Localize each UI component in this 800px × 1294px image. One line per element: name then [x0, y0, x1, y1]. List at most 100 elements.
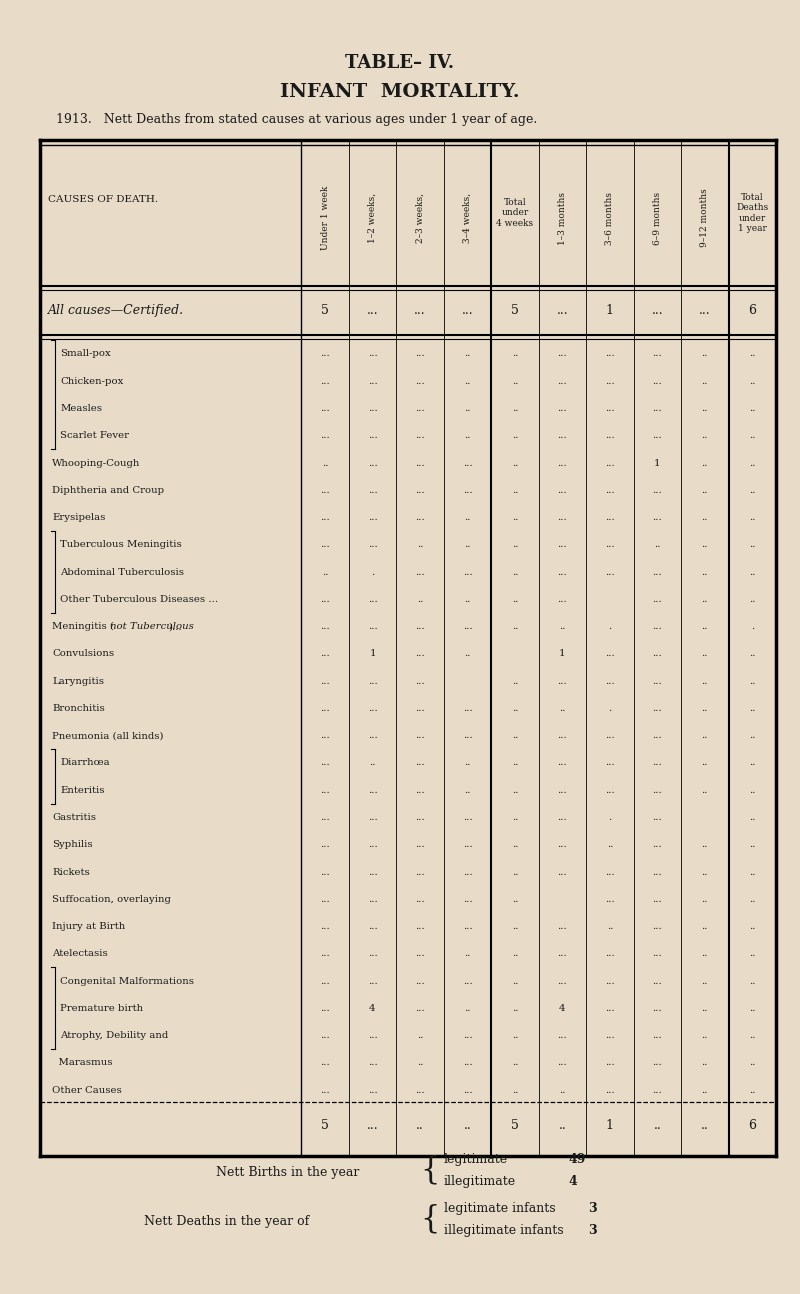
- Text: ...: ...: [320, 650, 330, 659]
- Text: ..: ..: [464, 431, 470, 440]
- Text: ..: ..: [749, 677, 755, 686]
- Text: ...: ...: [462, 1058, 472, 1068]
- Text: ...: ...: [368, 894, 378, 903]
- Text: 2–3 weeks,: 2–3 weeks,: [415, 193, 425, 243]
- Text: ...: ...: [462, 731, 472, 740]
- Text: ..: ..: [606, 840, 613, 849]
- Text: Scarlet Fever: Scarlet Fever: [60, 431, 129, 440]
- Text: ...: ...: [653, 977, 662, 986]
- Text: ...: ...: [558, 512, 567, 521]
- Text: ..: ..: [702, 404, 708, 413]
- Text: {: {: [420, 1154, 439, 1185]
- Text: ..: ..: [512, 568, 518, 577]
- Text: ..: ..: [749, 404, 755, 413]
- Text: ...: ...: [462, 704, 472, 713]
- Text: ..: ..: [749, 840, 755, 849]
- Text: ..: ..: [464, 377, 470, 386]
- Text: Enteritis: Enteritis: [60, 785, 105, 795]
- Text: ..: ..: [702, 541, 708, 550]
- Text: .: .: [608, 813, 611, 822]
- Text: ...: ...: [605, 431, 614, 440]
- Text: ...: ...: [653, 485, 662, 494]
- Text: ...: ...: [415, 568, 425, 577]
- Text: Diphtheria and Croup: Diphtheria and Croup: [52, 485, 164, 494]
- Text: ..: ..: [512, 377, 518, 386]
- Text: ...: ...: [653, 650, 662, 659]
- Text: legitimate: legitimate: [444, 1153, 508, 1166]
- Text: ..: ..: [512, 622, 518, 631]
- Text: ...: ...: [320, 485, 330, 494]
- Text: illegitimate: illegitimate: [444, 1175, 516, 1188]
- Text: ...: ...: [368, 485, 378, 494]
- Text: ..: ..: [559, 622, 566, 631]
- Text: 3–4 weeks,: 3–4 weeks,: [463, 193, 472, 243]
- Text: Injury at Birth: Injury at Birth: [52, 923, 126, 932]
- Text: ..: ..: [512, 704, 518, 713]
- Text: 1: 1: [370, 650, 376, 659]
- Text: 6: 6: [748, 1119, 756, 1132]
- Text: ..: ..: [464, 1004, 470, 1013]
- Text: ..: ..: [512, 349, 518, 358]
- Text: ...: ...: [368, 541, 378, 550]
- Text: ...: ...: [653, 923, 662, 932]
- Text: ..: ..: [702, 349, 708, 358]
- Text: ..: ..: [702, 704, 708, 713]
- Text: ...: ...: [558, 677, 567, 686]
- Text: .: .: [750, 622, 754, 631]
- Text: ...: ...: [653, 431, 662, 440]
- Text: ...: ...: [558, 923, 567, 932]
- Text: ..: ..: [512, 977, 518, 986]
- Text: ...: ...: [320, 950, 330, 959]
- Text: ..: ..: [464, 512, 470, 521]
- Text: ...: ...: [558, 950, 567, 959]
- Text: ..: ..: [749, 1004, 755, 1013]
- Text: 4: 4: [568, 1175, 577, 1188]
- Text: ..: ..: [749, 950, 755, 959]
- Text: ...: ...: [415, 731, 425, 740]
- Text: ..: ..: [512, 1086, 518, 1095]
- Text: ..: ..: [749, 894, 755, 903]
- Text: ..: ..: [749, 1086, 755, 1095]
- Text: ...: ...: [415, 677, 425, 686]
- Text: ...: ...: [415, 785, 425, 795]
- Text: ...: ...: [320, 404, 330, 413]
- Text: 4: 4: [559, 1004, 566, 1013]
- Text: ..: ..: [702, 758, 708, 767]
- Text: ...: ...: [653, 1058, 662, 1068]
- Text: ...: ...: [415, 349, 425, 358]
- Text: ...: ...: [558, 404, 567, 413]
- Text: ..: ..: [464, 349, 470, 358]
- Text: ...: ...: [368, 785, 378, 795]
- Text: ...: ...: [415, 813, 425, 822]
- Text: ...: ...: [320, 731, 330, 740]
- Text: ...: ...: [558, 731, 567, 740]
- Text: ..: ..: [701, 1119, 709, 1132]
- Text: ...: ...: [462, 458, 472, 467]
- Text: Erysipelas: Erysipelas: [52, 512, 106, 521]
- Text: ...: ...: [605, 1086, 614, 1095]
- Text: ...: ...: [605, 404, 614, 413]
- Text: ..: ..: [702, 867, 708, 876]
- Text: ..: ..: [749, 1031, 755, 1040]
- Text: ..: ..: [512, 923, 518, 932]
- Text: ..: ..: [749, 758, 755, 767]
- Text: ...: ...: [320, 977, 330, 986]
- Text: TABLE– IV.: TABLE– IV.: [346, 54, 454, 72]
- Text: ..: ..: [749, 349, 755, 358]
- Text: 5: 5: [321, 304, 329, 317]
- Text: ...: ...: [415, 977, 425, 986]
- Text: ..: ..: [370, 758, 376, 767]
- Text: Convulsions: Convulsions: [52, 650, 114, 659]
- Text: Other Tuberculous Diseases ...: Other Tuberculous Diseases ...: [60, 595, 218, 604]
- Text: Chicken-pox: Chicken-pox: [60, 377, 123, 386]
- Text: ...: ...: [368, 595, 378, 604]
- Text: ...: ...: [368, 950, 378, 959]
- Text: ...: ...: [653, 404, 662, 413]
- Text: ..: ..: [702, 894, 708, 903]
- Text: ..: ..: [749, 704, 755, 713]
- Text: ..: ..: [702, 731, 708, 740]
- Text: ...: ...: [320, 377, 330, 386]
- Text: ...: ...: [415, 622, 425, 631]
- Text: ...: ...: [558, 813, 567, 822]
- Text: ..: ..: [702, 512, 708, 521]
